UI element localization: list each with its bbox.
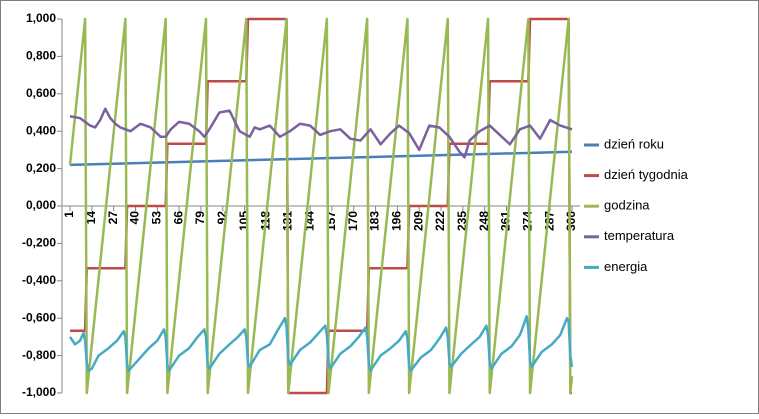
x-tick-label: 287 <box>542 211 556 231</box>
series-line <box>68 315 574 372</box>
x-tick-label: 157 <box>324 211 338 231</box>
y-tick-label: 0,400 <box>26 123 56 137</box>
y-tick-label: -1,000 <box>22 385 56 399</box>
legend-label: energia <box>604 259 648 274</box>
x-tick-label: 196 <box>390 211 404 231</box>
legend-label: dzień tygodnia <box>604 167 689 182</box>
series-line <box>69 107 573 159</box>
x-tick-label: 209 <box>411 211 425 231</box>
legend: dzień roku dzień tygodnia godzina temperatu… <box>584 136 689 274</box>
x-tick-label: 27 <box>106 211 120 225</box>
y-tick-label: 0,200 <box>26 161 56 175</box>
y-tick-label: -0,400 <box>22 273 56 287</box>
y-tick-label: 0,800 <box>26 49 56 63</box>
y-tick-label: -0,800 <box>22 348 56 362</box>
x-tick-label: 183 <box>368 211 382 231</box>
x-tick-label: 53 <box>149 211 163 225</box>
x-tick-label: 300 <box>564 211 578 231</box>
x-tick-label: 14 <box>84 211 98 225</box>
x-tick-label: 105 <box>237 211 251 231</box>
y-tick-label: 0,000 <box>26 198 56 212</box>
x-tick-label: 1 <box>62 211 76 218</box>
y-tick-label: 1,000 <box>26 11 56 25</box>
series-line <box>68 17 574 395</box>
y-tick-label: -0,600 <box>22 310 56 324</box>
x-tick-label: 40 <box>128 211 142 225</box>
x-tick-label: 274 <box>521 211 535 231</box>
x-tick-label: 79 <box>193 211 207 225</box>
x-tick-label: 170 <box>346 211 360 231</box>
x-tick-label: 66 <box>171 211 185 225</box>
x-tick-label: 222 <box>433 211 447 231</box>
legend-label: temperatura <box>604 228 675 243</box>
x-tick-label: 248 <box>477 211 491 231</box>
legend-label: dzień roku <box>604 136 664 151</box>
y-tick-label: -0,200 <box>22 236 56 250</box>
legend-label: godzina <box>604 198 650 213</box>
y-tick-label: 0,600 <box>26 86 56 100</box>
plot-area: -1,000 -0,800 -0,600 -0,400 -0,200 0,000 0,200… <box>22 11 580 399</box>
